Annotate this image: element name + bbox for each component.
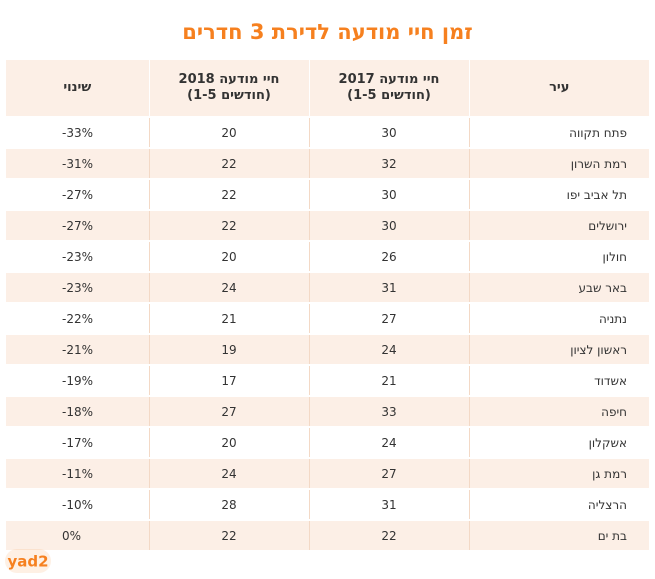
cell-2017: 26 (308, 240, 469, 272)
cell-change: -18% (6, 395, 149, 427)
table-row: הרצליה 31 28 -10% (6, 488, 649, 520)
cell-2018: 20 (148, 426, 309, 458)
cell-change: -22% (6, 302, 149, 334)
table-row: רמת השרון 32 22 -31% (6, 147, 649, 179)
cell-change: -17% (6, 426, 149, 458)
cell-city: בת ים (468, 519, 649, 550)
table-row: פתח תקווה 30 20 -33% (6, 116, 649, 148)
cell-change: -23% (6, 240, 149, 272)
cell-2018: 20 (148, 116, 309, 148)
cell-city: באר שבע (468, 271, 649, 303)
cell-2017: 27 (308, 302, 469, 334)
table-row: נתניה 27 21 -22% (6, 302, 649, 334)
table-row: ירושלים 30 22 -27% (6, 209, 649, 241)
cell-city: חיפה (468, 395, 649, 427)
header-2018-label: חיי מודעה 2018 (178, 72, 280, 87)
yad2-logo-text: yad2 (7, 553, 48, 571)
cell-2018: 24 (148, 457, 309, 489)
cell-2018: 19 (148, 333, 309, 365)
data-table-container: עיר חיי מודעה 2017 (חודשים 1-5) חיי מודע… (6, 60, 649, 550)
header-city: עיר (468, 60, 649, 117)
table-body: פתח תקווה 30 20 -33% רמת השרון 32 22 -31% תל אבי… (6, 116, 649, 550)
cell-2018: 20 (148, 240, 309, 272)
table-row: ראשון לציון 24 19 -21% (6, 333, 649, 365)
header-2018-sublabel: (חודשים 1-5) (187, 88, 271, 103)
table-row: חולון 26 20 -23% (6, 240, 649, 272)
cell-city: ירושלים (468, 209, 649, 241)
cell-2018: 22 (148, 209, 309, 241)
cell-2017: 22 (308, 519, 469, 550)
cell-2017: 24 (308, 333, 469, 365)
cell-2018: 28 (148, 488, 309, 520)
cell-2017: 24 (308, 426, 469, 458)
cell-2017: 33 (308, 395, 469, 427)
table-header: עיר חיי מודעה 2017 (חודשים 1-5) חיי מודע… (6, 60, 649, 117)
cell-2017: 32 (308, 147, 469, 179)
cell-2018: 22 (148, 178, 309, 210)
cell-change: -19% (6, 364, 149, 396)
table-row: רמת גן 27 24 -11% (6, 457, 649, 489)
cell-change: -27% (6, 178, 149, 210)
cell-2017: 30 (308, 209, 469, 241)
header-row: עיר חיי מודעה 2017 (חודשים 1-5) חיי מודע… (6, 60, 649, 117)
cell-2018: 21 (148, 302, 309, 334)
cell-change: 0% (6, 519, 149, 550)
cell-city: אשקלון (468, 426, 649, 458)
cell-2018: 24 (148, 271, 309, 303)
cell-2017: 27 (308, 457, 469, 489)
cell-2017: 31 (308, 271, 469, 303)
cell-2017: 30 (308, 178, 469, 210)
header-2017-sublabel: (חודשים 1-5) (347, 88, 431, 103)
cell-change: -27% (6, 209, 149, 241)
cell-city: הרצליה (468, 488, 649, 520)
cell-city: פתח תקווה (468, 116, 649, 148)
cell-city: חולון (468, 240, 649, 272)
cell-change: -33% (6, 116, 149, 148)
cell-2018: 17 (148, 364, 309, 396)
header-2017-label: חיי מודעה 2017 (338, 72, 440, 87)
header-2017: חיי מודעה 2017 (חודשים 1-5) (308, 60, 469, 117)
cell-2017: 21 (308, 364, 469, 396)
cell-city: תל אביב יפו (468, 178, 649, 210)
cell-change: -23% (6, 271, 149, 303)
cell-city: נתניה (468, 302, 649, 334)
cell-2018: 27 (148, 395, 309, 427)
table-row: אשדוד 21 17 -19% (6, 364, 649, 396)
cell-city: אשדוד (468, 364, 649, 396)
table-row: תל אביב יפו 30 22 -27% (6, 178, 649, 210)
cell-2018: 22 (148, 519, 309, 550)
cell-change: -21% (6, 333, 149, 365)
yad2-logo: yad2 (5, 549, 51, 573)
cell-change: -11% (6, 457, 149, 489)
header-2018: חיי מודעה 2018 (חודשים 1-5) (148, 60, 309, 117)
cell-city: רמת גן (468, 457, 649, 489)
table-row: באר שבע 31 24 -23% (6, 271, 649, 303)
cell-change: -10% (6, 488, 149, 520)
header-change: שינוי (63, 80, 92, 95)
cell-city: רמת השרון (468, 147, 649, 179)
cell-change: -31% (6, 147, 149, 179)
cell-2017: 31 (308, 488, 469, 520)
chart-title: זמן חיי מודעה לדירת 3 חדרים (182, 20, 473, 44)
table-row: בת ים 22 22 0% (6, 519, 649, 550)
cell-city: ראשון לציון (468, 333, 649, 365)
table-row: חיפה 33 27 -18% (6, 395, 649, 427)
table-row: אשקלון 24 20 -17% (6, 426, 649, 458)
cell-2018: 22 (148, 147, 309, 179)
data-table: עיר חיי מודעה 2017 (חודשים 1-5) חיי מודע… (6, 60, 649, 550)
cell-2017: 30 (308, 116, 469, 148)
